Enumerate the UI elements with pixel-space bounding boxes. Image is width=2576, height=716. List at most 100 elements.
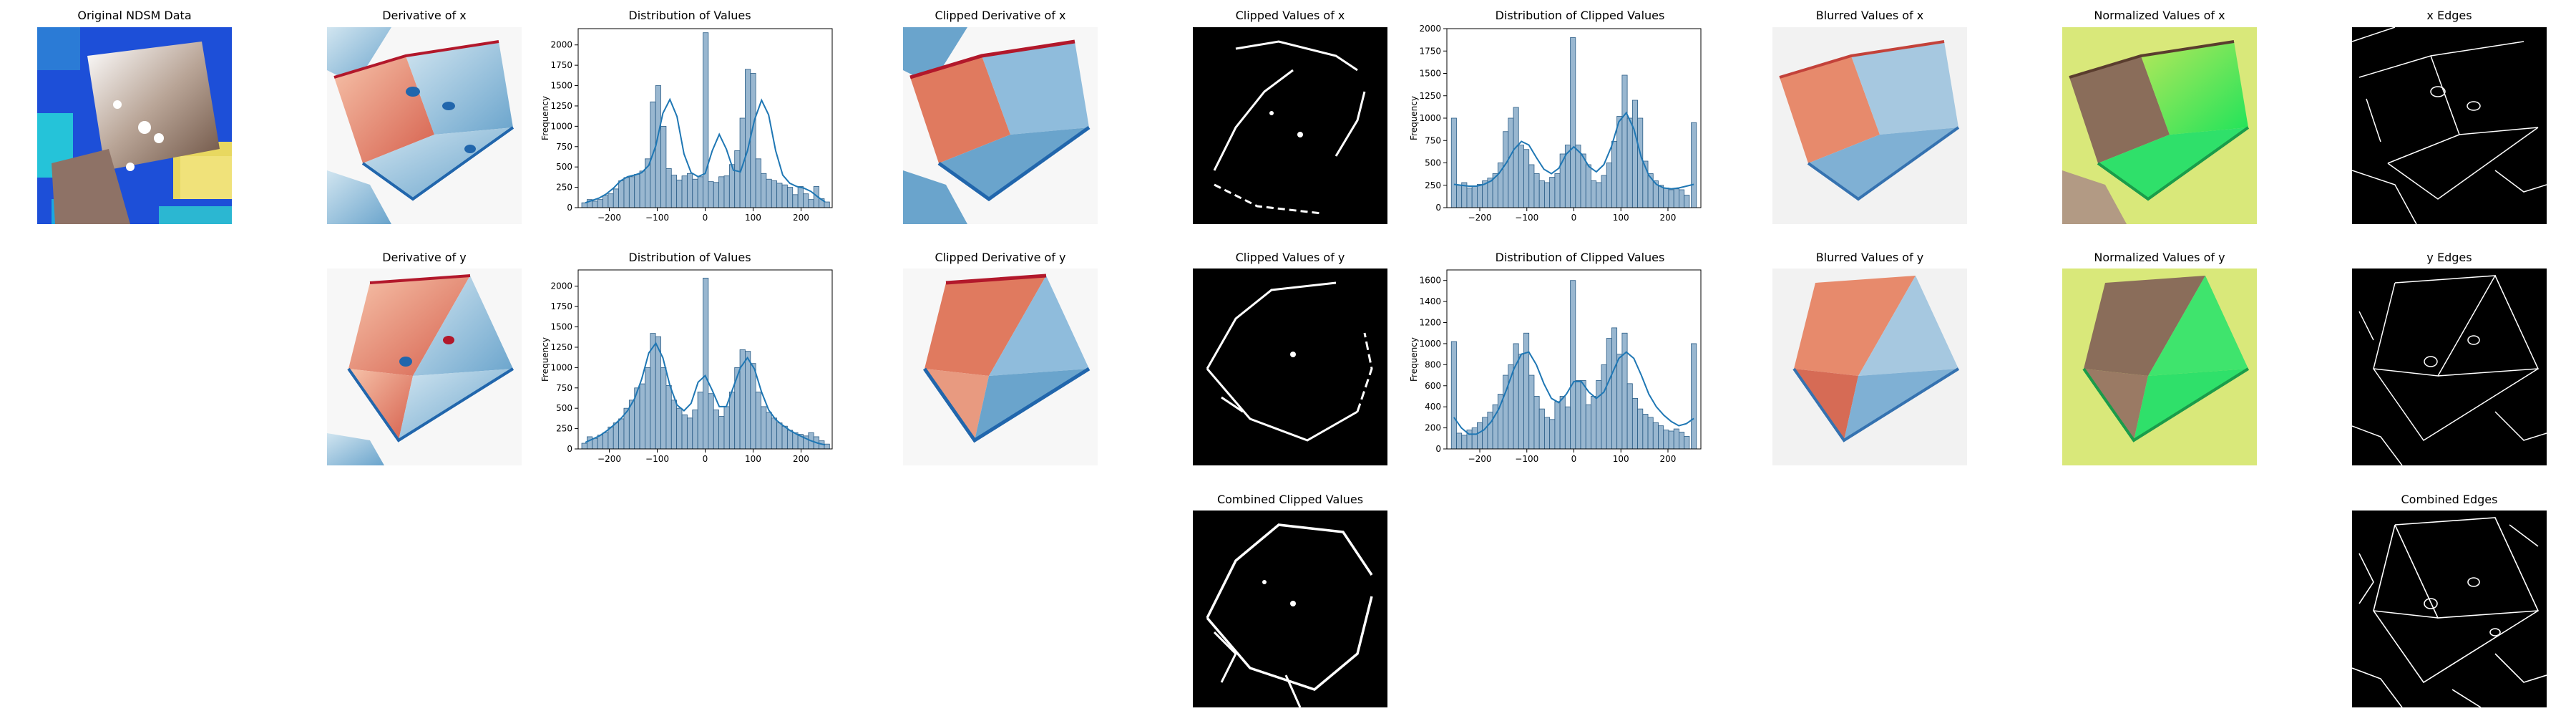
histogram-bar: [1549, 177, 1556, 208]
histogram-bar: [1585, 404, 1591, 450]
y-tick-label: 400: [1425, 402, 1441, 412]
y-tick-label: 1750: [550, 301, 572, 311]
histogram-bar: [602, 195, 609, 208]
title-clipped-derivative-y: Clipped Derivative of y: [935, 251, 1066, 264]
title-blurred-x: Blurred Values of x: [1815, 9, 1924, 22]
histogram-bar: [1456, 185, 1463, 208]
x-tick-label: 100: [745, 213, 761, 223]
y-tick-label: 1000: [550, 121, 572, 131]
histogram-bar: [703, 32, 709, 208]
histogram-bar: [1626, 117, 1633, 208]
histogram-bar: [670, 175, 678, 208]
image-clipped-values-x: [1193, 27, 1387, 224]
title-derivative-y: Derivative of y: [382, 251, 467, 264]
histogram-bar: [1631, 398, 1638, 450]
histogram-bar: [1518, 354, 1524, 450]
histogram-bar: [1621, 74, 1628, 208]
title-blurred-y: Blurred Values of y: [1815, 251, 1924, 264]
image-combined-clipped: [1193, 511, 1387, 707]
image-combined-edges: [2352, 511, 2547, 707]
histogram-bar: [761, 173, 767, 208]
y-tick-label: 750: [556, 383, 572, 393]
histogram-bar: [1591, 180, 1597, 208]
histogram-bar: [1621, 332, 1628, 450]
title-derivative-x: Derivative of x: [382, 9, 467, 22]
image-y-edges: [2352, 268, 2547, 465]
histogram-bar: [1554, 173, 1561, 208]
y-tick-label: 1500: [550, 81, 572, 91]
kde-line: [1453, 111, 1694, 190]
histogram-bar: [771, 417, 778, 450]
y-tick-label: 0: [1435, 444, 1441, 454]
image-x-edges: [2352, 27, 2547, 224]
title-normalized-y: Normalized Values of y: [2094, 251, 2225, 264]
histogram-bar: [1477, 184, 1483, 208]
histogram-bar: [1606, 338, 1612, 450]
histogram-bar: [1538, 408, 1545, 450]
histogram-bar: [1673, 188, 1679, 208]
histogram-bar: [739, 117, 746, 208]
histogram-bar: [755, 158, 761, 208]
histogram-bar: [1691, 343, 1697, 450]
y-tick-label: 200: [1425, 423, 1441, 433]
histogram-bar: [597, 199, 603, 208]
histogram-bar: [703, 277, 709, 450]
y-tick-label: 600: [1425, 381, 1441, 391]
histogram-bar: [1691, 122, 1697, 208]
y-tick-label: 250: [1425, 180, 1441, 190]
histogram-bar: [1631, 100, 1638, 208]
y-tick-label: 1600: [1419, 276, 1441, 286]
y-tick-label: 1400: [1419, 296, 1441, 306]
histogram-bar: [1596, 380, 1602, 450]
y-tick-label: 1000: [1419, 113, 1441, 123]
histogram-bar: [708, 393, 714, 450]
x-tick-label: 200: [793, 213, 809, 223]
histogram-bar: [708, 181, 714, 208]
image-clipped-derivative-y: [903, 268, 1098, 465]
histogram-bar: [750, 73, 756, 208]
histogram-bar: [639, 383, 645, 450]
y-tick-label: 800: [1425, 359, 1441, 369]
chart-distribution-clipped-x: −200 −100 0 100 200 0 250 500 750 1000 1250 1500 175…: [1409, 24, 1704, 224]
histogram-bar: [1503, 131, 1509, 208]
histogram-bar: [628, 176, 635, 208]
histogram-bar: [766, 412, 772, 450]
title-y-edges: y Edges: [2426, 251, 2472, 264]
x-tick-label: −100: [1515, 213, 1538, 223]
y-tick-label: 1500: [1419, 69, 1441, 79]
histogram-bar: [786, 430, 794, 450]
histogram-bar: [1637, 117, 1644, 208]
histogram-bar: [639, 170, 645, 208]
histogram-bar: [613, 422, 619, 450]
histogram-bar: [1591, 396, 1597, 450]
image-clipped-derivative-x: [903, 27, 1098, 224]
x-tick-label: −100: [645, 454, 669, 464]
y-tick-label: 1000: [1419, 339, 1441, 349]
histogram-bar: [1471, 185, 1478, 208]
y-tick-label: 2000: [550, 40, 572, 50]
histogram-bar: [1596, 182, 1602, 208]
histogram-bar: [755, 392, 761, 450]
histogram-bar: [618, 418, 625, 450]
histogram-bar: [1518, 145, 1524, 208]
histogram-bar: [681, 175, 688, 208]
histogram-bar: [1580, 153, 1586, 208]
y-tick-label: 1250: [550, 342, 572, 352]
title-normalized-x: Normalized Values of x: [2094, 9, 2225, 22]
title-clipped-values-y: Clipped Values of y: [1235, 251, 1345, 264]
histogram-bar: [776, 183, 783, 208]
histogram-bar: [1647, 417, 1654, 450]
histogram-bar: [1466, 188, 1473, 208]
x-tick-label: −200: [1468, 213, 1492, 223]
histogram-bar: [1523, 332, 1530, 450]
title-combined-edges: Combined Edges: [2401, 493, 2498, 506]
y-tick-label: 250: [556, 424, 572, 434]
histogram-bar: [1497, 394, 1503, 450]
histogram-bar: [723, 175, 730, 208]
histogram-bar: [1663, 430, 1669, 450]
histogram-bar: [1668, 430, 1674, 450]
histogram-bar: [1513, 107, 1519, 208]
histogram-bar: [676, 179, 683, 208]
histogram-bar: [692, 410, 698, 450]
histogram-bar: [686, 173, 693, 208]
